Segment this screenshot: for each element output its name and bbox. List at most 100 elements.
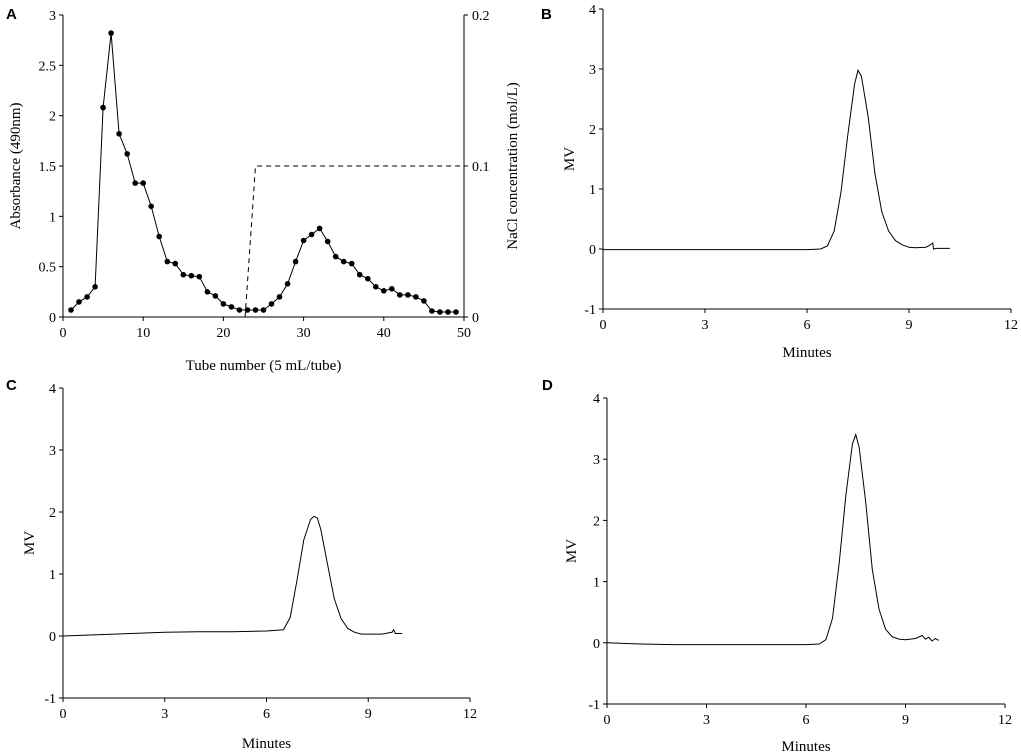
y-tick-label: 2 <box>589 123 596 138</box>
y2-axis-label: NaCl concentration (mol/L) <box>505 82 521 249</box>
data-point <box>140 180 146 186</box>
data-point <box>373 284 379 290</box>
data-point <box>308 231 315 238</box>
y-tick-label: 0 <box>49 630 56 645</box>
x-axis-label: Tube number (5 mL/tube) <box>186 358 342 374</box>
y-tick-label: 3 <box>49 444 56 459</box>
data-point <box>92 284 98 290</box>
data-point <box>100 104 106 111</box>
data-point <box>429 308 435 314</box>
y-tick-label: 0 <box>589 243 596 258</box>
y-tick-label: 3 <box>49 9 56 24</box>
data-point <box>365 275 371 282</box>
x-tick-label: 40 <box>377 326 391 341</box>
data-point <box>260 307 267 313</box>
data-point <box>276 294 283 300</box>
data-point <box>188 272 195 279</box>
data-point <box>421 298 427 304</box>
x-tick-label: 30 <box>297 326 311 341</box>
data-point <box>324 238 331 245</box>
y-tick-label: 1.5 <box>39 160 57 175</box>
data-point <box>220 301 227 307</box>
y-tick-label: 2.5 <box>39 59 57 74</box>
x-tick-label: 6 <box>804 318 811 333</box>
data-point <box>405 292 411 298</box>
y-tick-label: 4 <box>589 3 596 18</box>
y-tick-label: 1 <box>593 576 600 591</box>
y-tick-label: 0.5 <box>39 261 57 276</box>
data-point <box>68 307 74 313</box>
data-point <box>84 294 90 300</box>
data-line <box>606 433 939 646</box>
data-point <box>196 273 203 280</box>
data-point <box>124 151 130 157</box>
data-point <box>292 258 299 265</box>
x-tick-label: 9 <box>365 707 372 722</box>
panel-letter: C <box>6 377 17 394</box>
x-tick-label: 6 <box>803 713 810 728</box>
x-tick-label: 0 <box>60 326 67 341</box>
data-point <box>116 131 122 137</box>
y-tick-label: 1 <box>49 568 56 583</box>
y-tick-label: 2 <box>593 514 600 529</box>
data-point <box>252 307 259 313</box>
y-tick-label: -1 <box>588 698 600 713</box>
x-tick-label: 9 <box>906 318 913 333</box>
data-line <box>70 33 456 313</box>
y-tick-label: 1 <box>589 183 596 198</box>
y-tick-label: 2 <box>49 110 56 125</box>
data-point <box>389 286 395 292</box>
x-tick-label: 3 <box>703 713 710 728</box>
data-line <box>62 515 403 637</box>
data-point <box>244 307 251 313</box>
x-tick-label: 3 <box>702 318 709 333</box>
data-point <box>156 233 162 240</box>
data-point <box>164 258 171 265</box>
y-tick-label: -1 <box>44 692 56 707</box>
data-point <box>148 203 154 210</box>
y-tick-label: 0 <box>593 637 600 652</box>
data-point <box>236 307 243 313</box>
data-point <box>180 271 187 278</box>
y-tick-label: 2 <box>49 506 56 521</box>
data-point <box>437 309 443 315</box>
data-point <box>204 289 211 295</box>
data-point <box>228 304 235 310</box>
x-axis-label: Minutes <box>781 739 830 755</box>
data-point <box>413 294 419 300</box>
x-tick-label: 9 <box>902 713 909 728</box>
y-tick-label: 4 <box>593 392 600 407</box>
x-tick-label: 0 <box>600 318 607 333</box>
data-point <box>172 260 179 267</box>
data-point <box>316 225 323 232</box>
data-point <box>348 260 355 267</box>
x-tick-label: 12 <box>1004 318 1018 333</box>
data-point <box>212 293 219 299</box>
data-point <box>284 281 291 287</box>
x-tick-label: 12 <box>463 707 477 722</box>
y-tick-label: 1 <box>49 210 56 225</box>
data-point <box>132 180 138 186</box>
x-tick-label: 6 <box>263 707 270 722</box>
data-line <box>603 68 950 251</box>
data-point <box>381 288 387 294</box>
y-axis-label: MV <box>564 539 580 563</box>
data-point <box>445 309 451 315</box>
panel-letter: B <box>541 6 552 23</box>
data-point <box>300 237 307 244</box>
x-tick-label: 0 <box>60 707 67 722</box>
data-point <box>340 258 347 265</box>
y-tick-label: 3 <box>589 63 596 78</box>
x-tick-label: 10 <box>136 326 150 341</box>
data-point <box>268 301 275 307</box>
y2-tick-label: 0 <box>472 311 479 326</box>
x-tick-label: 20 <box>216 326 230 341</box>
y-tick-label: 0 <box>49 311 56 326</box>
data-point <box>76 299 82 305</box>
x-tick-label: 0 <box>604 713 611 728</box>
x-axis-label: Minutes <box>242 736 291 752</box>
y2-tick-label: 0.1 <box>472 160 490 175</box>
